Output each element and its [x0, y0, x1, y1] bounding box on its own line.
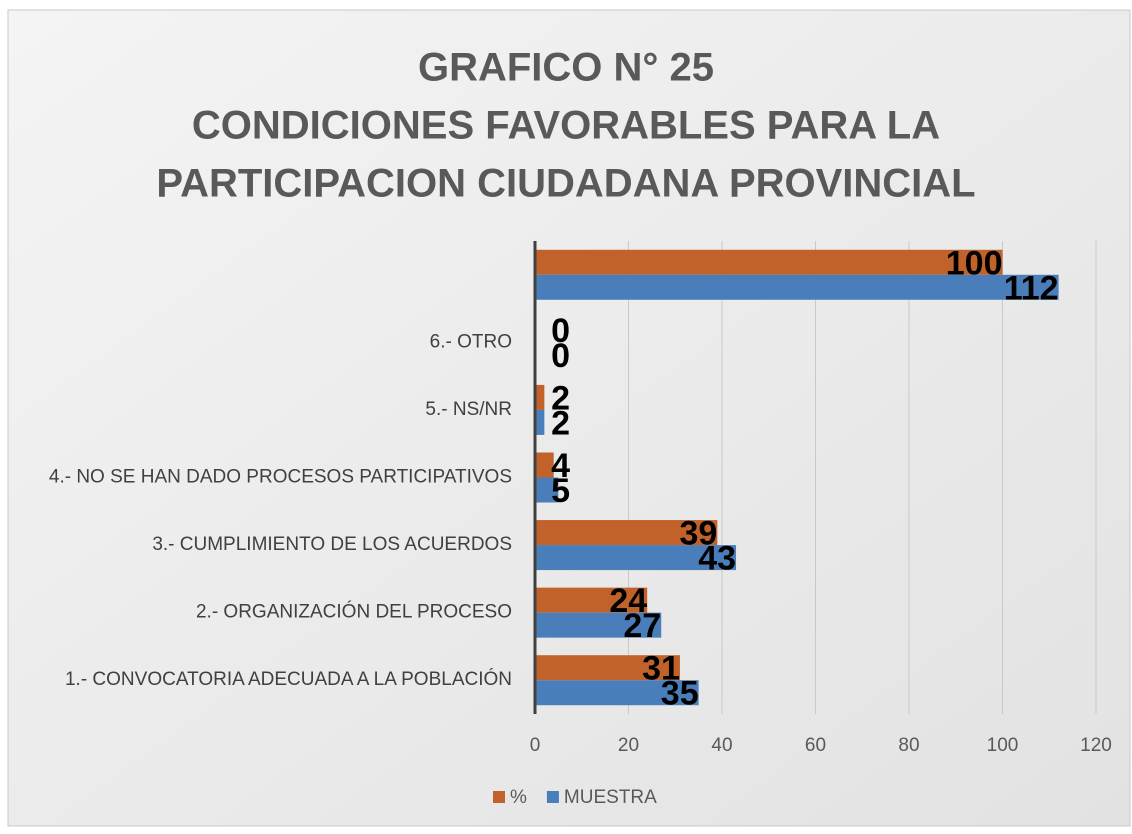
data-label: 4	[551, 447, 570, 485]
bar	[535, 274, 1059, 300]
chart-title: CONDICIONES FAVORABLES PARA LA	[192, 104, 940, 148]
bar	[535, 680, 699, 706]
chart-title: PARTICIPACION CIUDADANA PROVINCIAL	[156, 162, 975, 206]
category-label: 6.- OTRO	[430, 331, 512, 352]
data-label: 5	[551, 472, 570, 510]
data-label: 35	[661, 675, 699, 713]
bar	[535, 655, 680, 681]
data-label: 112	[1004, 269, 1059, 307]
category-label: 3.- CUMPLIMIENTO DE LOS ACUERDOS	[152, 534, 512, 555]
bar	[535, 249, 1003, 275]
category-label: 5.- NS/NR	[425, 399, 512, 420]
legend-swatch	[546, 791, 559, 803]
legend-swatch	[493, 791, 505, 803]
data-label: 2	[551, 379, 570, 417]
bar	[535, 545, 737, 571]
data-label: 0	[551, 337, 570, 375]
data-label: 43	[698, 540, 736, 578]
bar	[535, 612, 662, 638]
bar	[535, 452, 554, 478]
legend-label: %	[510, 787, 527, 808]
category-label: 2.- ORGANIZACIÓN DEL PROCESO	[196, 601, 512, 623]
bar	[535, 477, 559, 503]
bar	[535, 409, 545, 435]
bar	[535, 587, 648, 613]
x-tick-label: 80	[898, 735, 919, 756]
x-tick-label: 0	[530, 735, 541, 756]
x-tick-label: 20	[618, 735, 639, 756]
bar	[535, 384, 545, 410]
chart-title: GRAFICO N° 25	[418, 46, 714, 90]
data-label: 2	[551, 404, 570, 442]
x-tick-label: 100	[987, 735, 1019, 756]
bar	[535, 520, 718, 546]
x-tick-label: 60	[805, 735, 826, 756]
category-label: 1.- CONVOCATORIA ADECUADA A LA POBLACIÓN	[65, 668, 512, 690]
legend-label: MUESTRA	[564, 787, 657, 808]
data-label: 27	[623, 607, 661, 645]
x-tick-label: 40	[711, 735, 732, 756]
category-label: 4.- NO SE HAN DADO PROCESOS PARTICIPATIV…	[49, 467, 512, 488]
x-tick-label: 120	[1080, 735, 1112, 756]
data-label: 0	[551, 312, 570, 350]
